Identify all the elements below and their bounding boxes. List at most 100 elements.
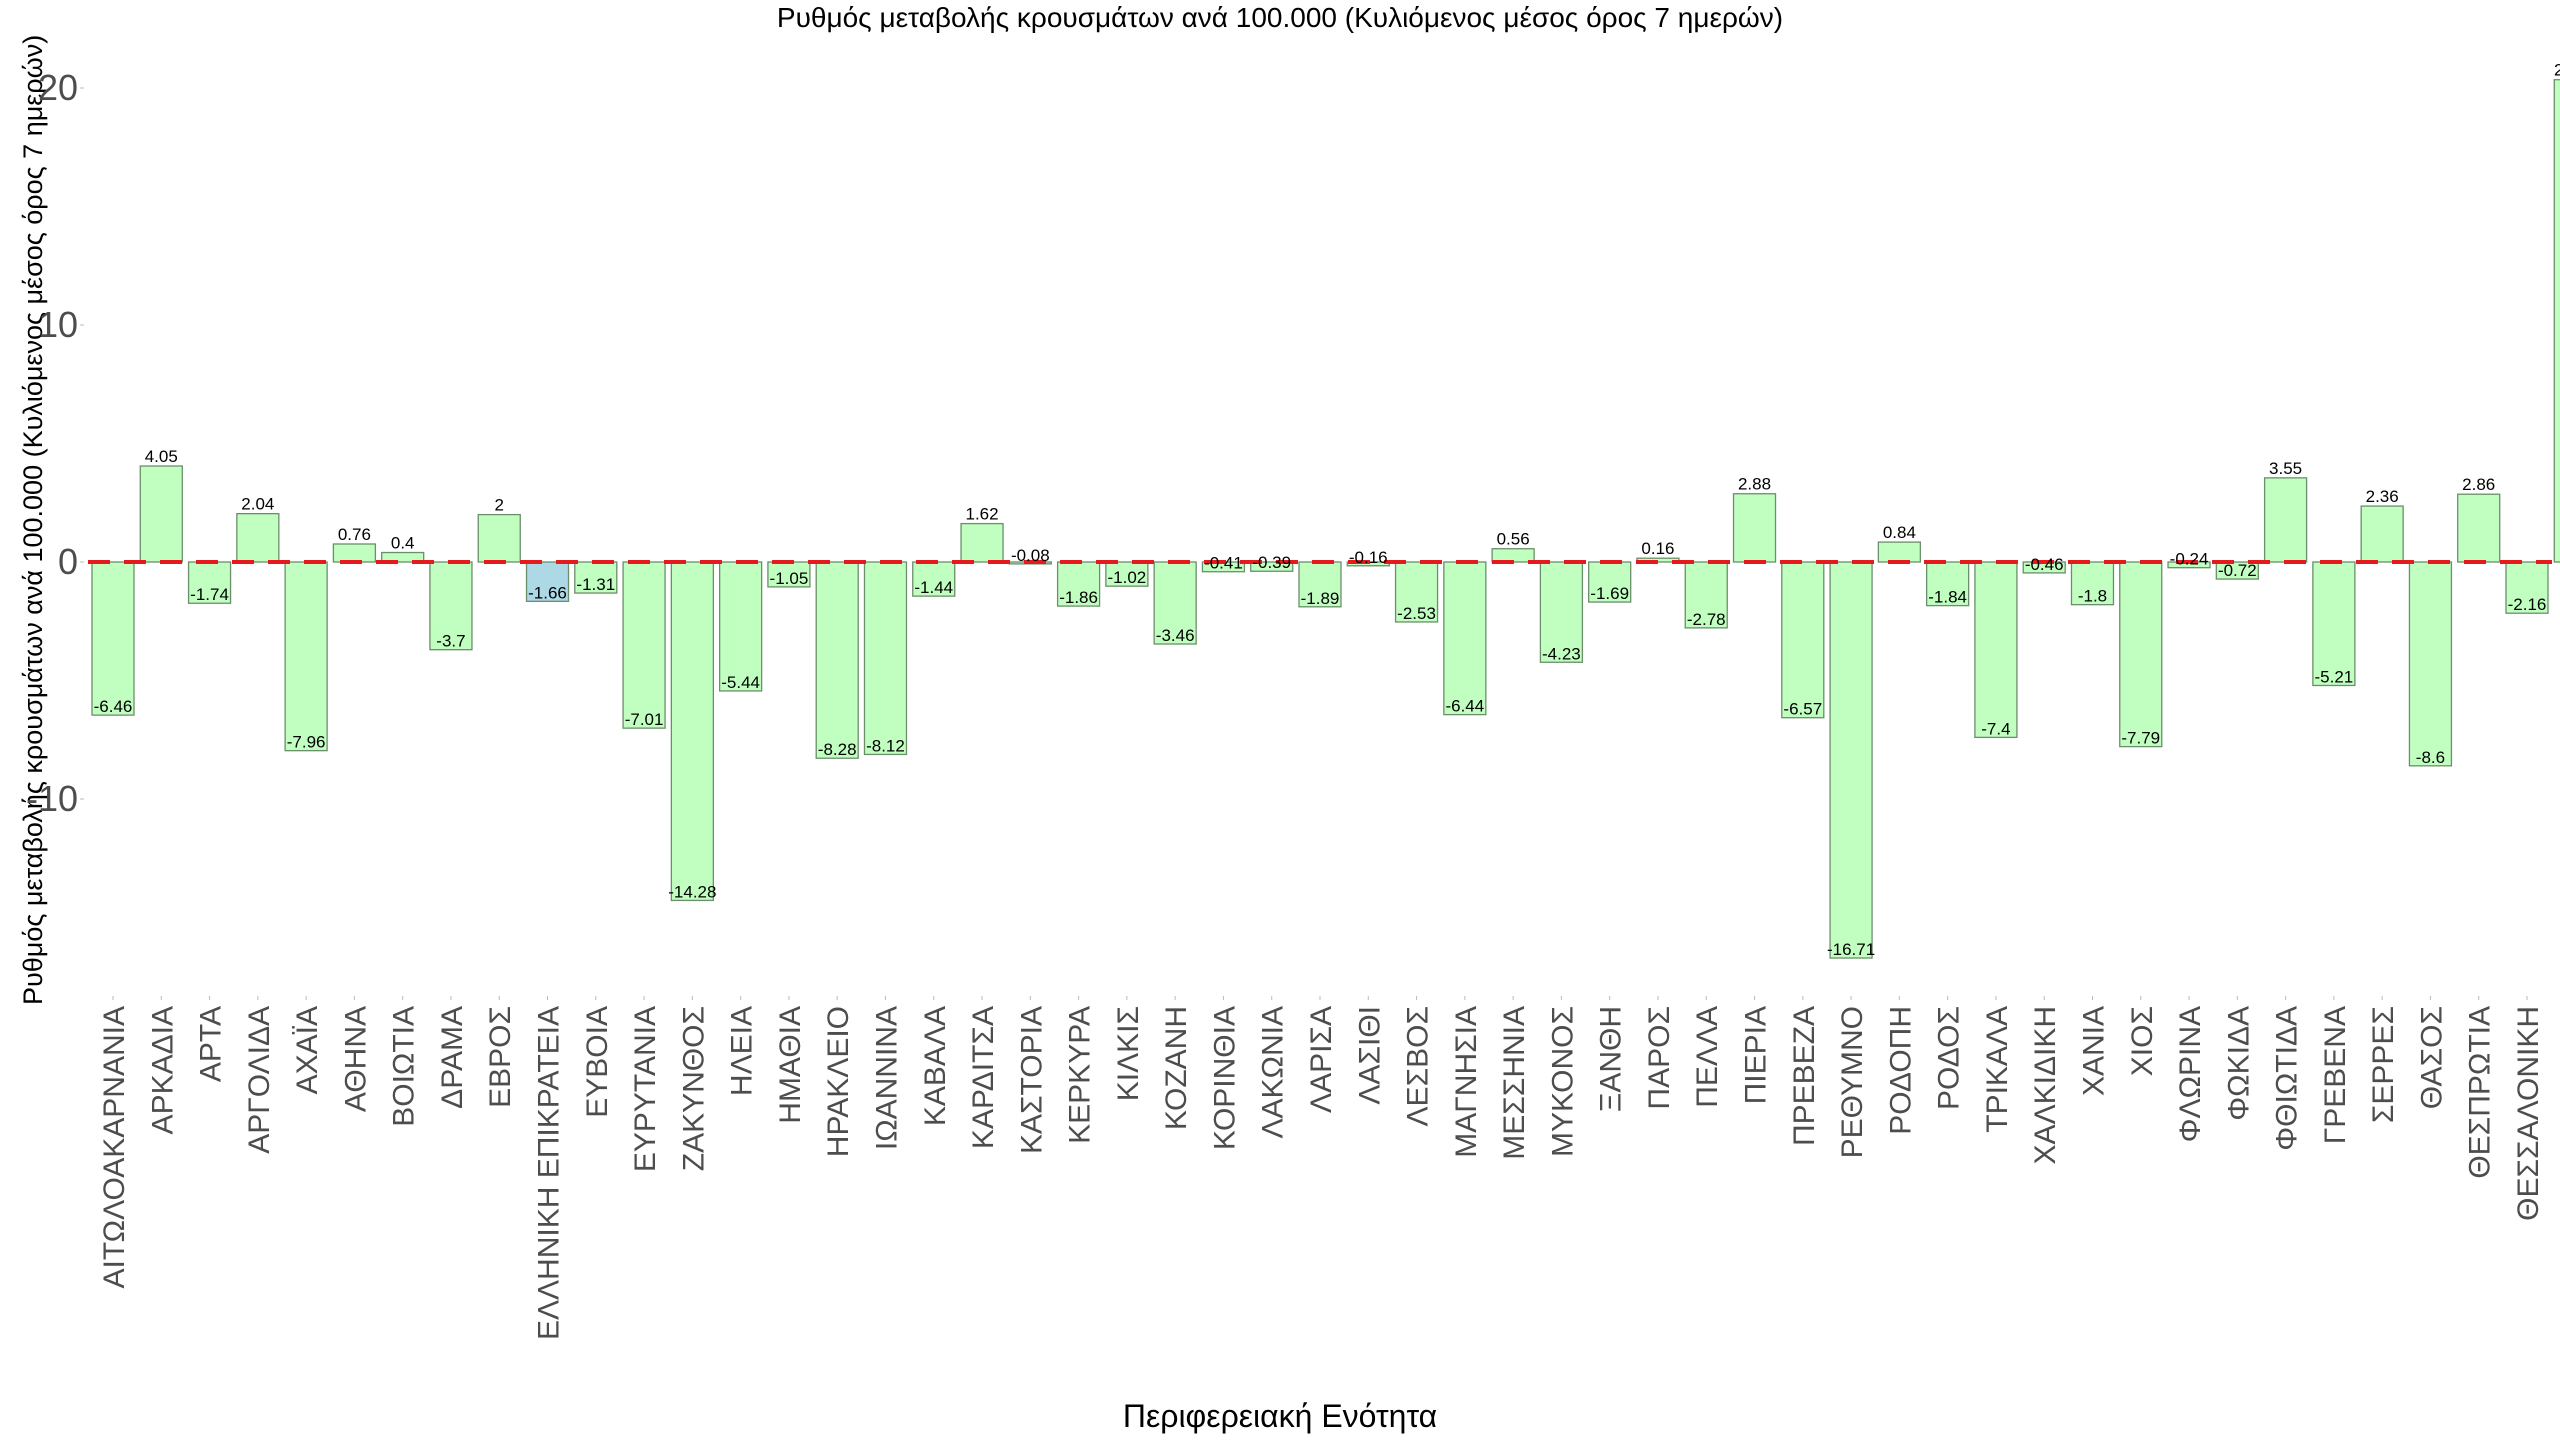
value-label: -5.44 [721, 673, 760, 692]
x-tick-label: ΒΟΙΩΤΙΑ [388, 1006, 421, 1127]
x-tick-label: ΦΩΚΙΔΑ [2222, 1006, 2255, 1121]
x-tick-label: ΙΩΑΝΝΙΝΑ [870, 1006, 903, 1150]
bar [236, 513, 280, 563]
x-tick-label: ΚΟΖΑΝΗ [1160, 1006, 1193, 1130]
value-label: -8.6 [2416, 748, 2445, 767]
bar [2215, 561, 2259, 580]
x-tick-label: ΘΕΣΠΡΩΤΙΑ [2464, 1006, 2497, 1179]
value-label: 0.56 [1497, 530, 1530, 549]
y-tick-label: 0 [58, 541, 78, 582]
x-axis: ΑΙΤΩΛΟΑΚΑΡΝΑΝΙΑ ΑΡΚΑΔΙΑ ΑΡΤΑ ΑΡΓΟΛΙΔΑ ΑΧΑΪΑ Α… [98, 996, 2545, 1340]
bars [91, 79, 2560, 959]
value-label: 2.86 [2462, 475, 2495, 494]
bar [1684, 561, 1728, 629]
value-label: 20.35 [2554, 61, 2560, 80]
bar [2360, 505, 2404, 563]
value-label: -1.8 [2078, 587, 2107, 606]
value-label: -8.28 [818, 740, 857, 759]
value-label: 2 [495, 496, 504, 515]
x-tick-label: ΦΛΩΡΙΝΑ [2174, 1006, 2207, 1142]
bar [332, 543, 377, 563]
bar [1105, 561, 1149, 587]
bar [912, 561, 956, 597]
value-label: 0.16 [1641, 539, 1674, 558]
x-tick-label: ΓΡΕΒΕΝΑ [2319, 1006, 2352, 1144]
value-label: -1.84 [1928, 588, 1967, 607]
bar [1056, 561, 1101, 607]
value-label: -3.7 [436, 632, 465, 651]
x-tick-label: ΚΑΡΔΙΤΣΑ [967, 1006, 1000, 1149]
x-tick-label: ΛΑΡΙΣΑ [1305, 1006, 1338, 1113]
bar [2457, 493, 2501, 563]
x-tick-label: ΚΑΒΑΛΑ [919, 1006, 952, 1126]
bar [2408, 561, 2453, 767]
value-label: -6.57 [1783, 700, 1822, 719]
bar [2312, 561, 2356, 687]
x-tick-label: ΑΙΤΩΛΟΑΚΑΡΝΑΝΙΑ [98, 1006, 131, 1288]
value-labels: -6.46 4.05 -1.74 2.04 -7.96 0.76 0.4 -3.7 2 -1.66… [94, 61, 2560, 959]
bar [863, 561, 908, 756]
bar [1829, 561, 1873, 959]
bar [284, 561, 328, 752]
bar [1974, 561, 2018, 739]
x-tick-label: ΗΛΕΙΑ [726, 1006, 759, 1096]
value-label: -0.46 [2025, 555, 2064, 574]
value-label: -5.21 [2315, 667, 2354, 686]
chart-title: Ρυθμός μεταβολής κρουσμάτων ανά 100.000 … [776, 2, 1784, 33]
x-tick-label: ΘΑΣΟΣ [2415, 1006, 2448, 1109]
bar [525, 561, 570, 602]
x-tick-label: ΕΥΒΟΙΑ [581, 1006, 614, 1118]
bar [1298, 561, 1342, 608]
value-label: 4.05 [145, 447, 178, 466]
x-tick-label: ΜΕΣΣΗΝΙΑ [1498, 1006, 1531, 1160]
x-tick-label: ΕΛΛΗΝΙΚΗ ΕΠΙΚΡΑΤΕΙΑ [533, 1006, 566, 1340]
value-label: -1.66 [528, 583, 567, 602]
value-label: 3.55 [2269, 459, 2302, 478]
bar [2119, 561, 2163, 748]
bar [718, 561, 763, 692]
x-tick-label: ΧΑΝΙΑ [2077, 1006, 2110, 1096]
value-label: -0.41 [1204, 554, 1243, 573]
x-tick-label: ΣΕΡΡΕΣ [2367, 1006, 2400, 1123]
y-tick-label: 10 [38, 304, 78, 345]
y-tick-label: 20 [38, 67, 78, 108]
value-label: 1.62 [965, 505, 998, 524]
bar [1443, 561, 1487, 716]
x-tick-label: ΚΟΡΙΝΘΙΑ [1208, 1006, 1241, 1150]
value-label: -16.71 [1827, 940, 1875, 959]
x-tick-label: ΜΥΚΟΝΟΣ [1546, 1006, 1579, 1157]
x-axis-title: Περιφερειακή Ενότητα [1122, 1398, 1438, 1434]
x-tick-label: ΑΧΑΪΑ [291, 1006, 324, 1094]
x-tick-label: ΠΡΕΒΕΖΑ [1788, 1006, 1821, 1146]
x-tick-label: ΧΙΟΣ [2126, 1006, 2159, 1076]
value-label: -0.08 [1011, 546, 1050, 565]
bar [477, 513, 521, 563]
x-tick-label: ΛΑΚΩΝΙΑ [1257, 1006, 1290, 1139]
value-label: 2.36 [2366, 487, 2399, 506]
value-label: -7.96 [287, 733, 326, 752]
value-label: -7.01 [625, 710, 664, 729]
x-tick-label: ΑΡΓΟΛΙΔΑ [243, 1006, 276, 1154]
x-tick-label: ΜΑΓΝΗΣΙΑ [1450, 1006, 1483, 1158]
x-tick-label: ΠΕΛΛΑ [1691, 1006, 1724, 1108]
bar [670, 561, 715, 902]
value-label: -1.69 [1590, 584, 1629, 603]
bar [1394, 561, 1439, 623]
value-label: 0.84 [1883, 523, 1916, 542]
bar [1153, 561, 1197, 645]
value-label: -1.02 [1108, 568, 1147, 587]
bar [767, 561, 811, 588]
bar [139, 465, 183, 563]
bar [574, 561, 618, 594]
x-tick-label: ΚΙΛΚΙΣ [1112, 1006, 1145, 1101]
value-label: -0.72 [2218, 561, 2257, 580]
x-tick-label: ΕΒΡΟΣ [484, 1006, 517, 1108]
value-label: -6.44 [1445, 697, 1484, 716]
bar [1250, 561, 1294, 572]
x-tick-label: ΛΕΣΒΟΣ [1402, 1006, 1435, 1126]
bar [91, 561, 135, 716]
value-label: -1.44 [914, 578, 953, 597]
value-label: -3.46 [1156, 626, 1195, 645]
value-label: -2.16 [2508, 595, 2547, 614]
x-tick-label: ΛΑΣΙΘΙ [1353, 1006, 1386, 1105]
